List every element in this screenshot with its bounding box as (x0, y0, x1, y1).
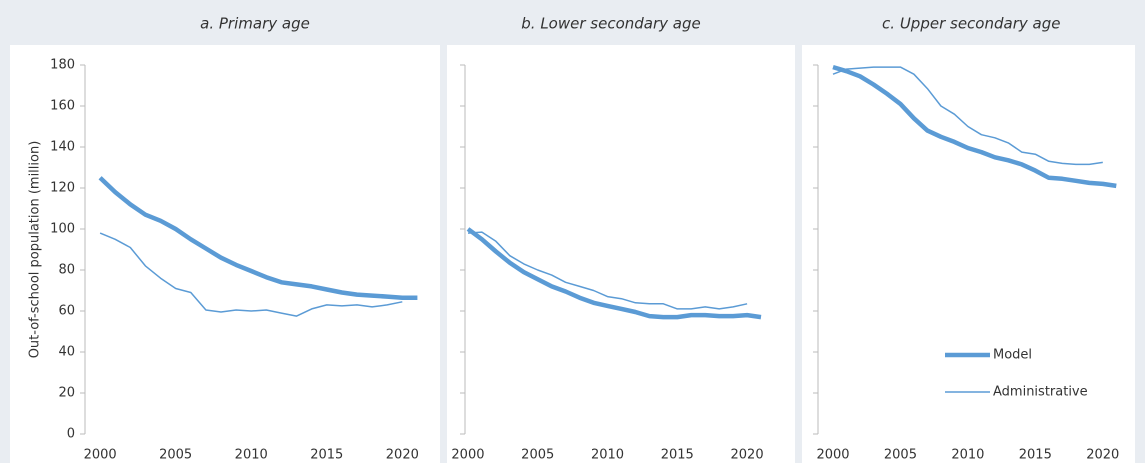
x-tick-label: 2015 (310, 448, 343, 463)
series-line (99, 232, 403, 317)
panel (802, 45, 1135, 463)
x-tick-label: 2020 (386, 448, 419, 463)
x-tick-label: 2020 (1086, 448, 1119, 463)
legend-label: Model (993, 348, 1032, 363)
x-tick-label: 2005 (159, 448, 192, 463)
x-tick-label: 2000 (84, 448, 117, 463)
y-tick-label: 0 (67, 427, 75, 442)
x-tick-label: 2000 (451, 448, 484, 463)
y-tick-label: 40 (58, 345, 75, 360)
y-tick-label: 160 (50, 99, 75, 114)
x-tick-label: 2020 (731, 448, 764, 463)
series-line (98, 176, 418, 300)
x-tick-label: 2010 (951, 448, 984, 463)
y-tick-label: 180 (50, 58, 75, 73)
panel (447, 45, 795, 463)
x-tick-label: 2005 (884, 448, 917, 463)
panel-title: a. Primary age (200, 15, 310, 33)
legend-label: Administrative (993, 385, 1088, 400)
series-line (466, 227, 762, 320)
y-tick-label: 120 (50, 181, 75, 196)
panel-title: c. Upper secondary age (882, 15, 1060, 33)
x-tick-label: 2010 (235, 448, 268, 463)
x-tick-label: 2005 (521, 448, 554, 463)
y-axis-label: Out-of-school population (million) (28, 141, 43, 359)
y-tick-label: 80 (58, 263, 75, 278)
x-tick-label: 2010 (591, 448, 624, 463)
x-tick-label: 2015 (661, 448, 694, 463)
series-line (832, 66, 1103, 166)
x-tick-label: 2015 (1019, 448, 1052, 463)
series-line (832, 64, 1117, 189)
panel-title: b. Lower secondary age (521, 15, 700, 33)
x-tick-label: 2000 (816, 448, 849, 463)
series-line (467, 231, 748, 310)
y-tick-label: 20 (58, 386, 75, 401)
y-tick-label: 140 (50, 140, 75, 155)
y-tick-label: 100 (50, 222, 75, 237)
y-tick-label: 60 (58, 304, 75, 319)
